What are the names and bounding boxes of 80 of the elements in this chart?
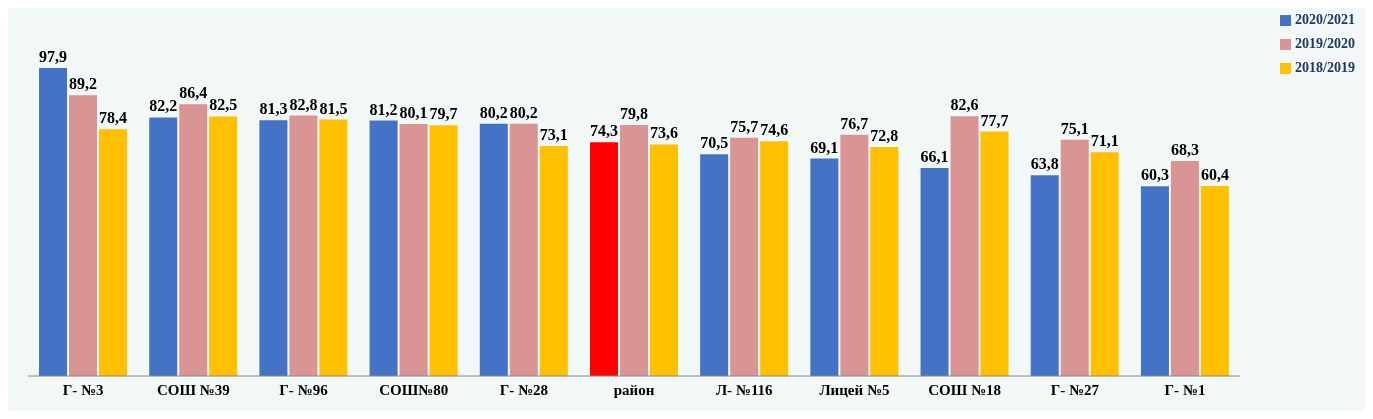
- bar: [840, 134, 869, 376]
- x-tick-label: Г- №27: [1050, 381, 1100, 398]
- data-label: 79,8: [619, 104, 648, 122]
- legend-label: 2018/2019: [1295, 60, 1355, 75]
- bar: [980, 131, 1009, 376]
- data-label: 82,2: [149, 97, 178, 115]
- bar: [920, 168, 949, 376]
- bar: [760, 141, 789, 376]
- bar: [1030, 175, 1059, 376]
- x-tick-label: СОШ№80: [379, 381, 449, 398]
- bar: [1140, 186, 1169, 376]
- data-label: 80,2: [479, 103, 508, 121]
- x-tick-label: Л- №116: [715, 381, 774, 398]
- data-label: 81,2: [369, 100, 398, 118]
- x-tick-label: Г- №1: [1164, 381, 1206, 398]
- bar: [369, 120, 398, 376]
- data-label: 82,5: [209, 96, 238, 114]
- x-tick-label: СОШ №39: [156, 381, 230, 398]
- data-label: 68,3: [1170, 141, 1199, 159]
- bar: [429, 125, 458, 376]
- bar: [319, 119, 348, 376]
- bar: [149, 117, 178, 376]
- data-label: 60,3: [1140, 166, 1169, 184]
- bar: [589, 142, 618, 376]
- data-label: 75,7: [730, 117, 759, 135]
- bar: [730, 137, 759, 376]
- bar: [69, 95, 98, 376]
- data-label: 73,1: [539, 126, 568, 144]
- x-tick-label: СОШ №18: [928, 381, 1002, 398]
- data-label: 72,8: [870, 126, 899, 144]
- bar: [539, 146, 568, 376]
- bar: [399, 124, 428, 376]
- data-label: 79,7: [429, 105, 458, 123]
- bar: [179, 104, 208, 376]
- legend-label: 2019/2020: [1295, 36, 1355, 51]
- bar: [950, 116, 979, 376]
- bar: [39, 68, 68, 376]
- bar: [99, 129, 128, 376]
- data-label: 60,4: [1200, 165, 1229, 183]
- bar: [1170, 161, 1199, 376]
- data-label: 75,1: [1060, 119, 1089, 137]
- x-tick-label: Лицей №5: [819, 381, 890, 398]
- data-label: 66,1: [920, 148, 949, 166]
- bar: [209, 116, 238, 376]
- x-tick-label: Г- №96: [279, 381, 329, 398]
- data-label: 78,4: [99, 109, 128, 127]
- data-label: 76,7: [840, 114, 869, 132]
- data-label: 89,2: [69, 75, 98, 93]
- data-label: 82,6: [950, 96, 979, 114]
- bar: [1200, 185, 1229, 376]
- x-tick-label: Г- №3: [62, 381, 104, 398]
- data-label: 97,9: [39, 48, 68, 65]
- data-label: 81,5: [319, 99, 348, 117]
- bar: [619, 124, 648, 376]
- data-label: 80,1: [399, 104, 428, 121]
- bar: [1090, 152, 1119, 376]
- data-label: 74,6: [760, 121, 789, 139]
- bar: [870, 146, 899, 376]
- data-label: 73,6: [649, 124, 678, 142]
- bar: [700, 154, 729, 376]
- bar: [479, 123, 508, 376]
- data-label: 82,8: [289, 95, 318, 113]
- bar: [289, 115, 318, 376]
- data-label: 71,1: [1090, 132, 1119, 150]
- bar: [509, 123, 538, 376]
- data-label: 69,1: [810, 138, 839, 156]
- data-label: 77,7: [980, 111, 1009, 129]
- bar: [1060, 139, 1089, 376]
- x-tick-label: район: [613, 381, 655, 398]
- data-label: 70,5: [700, 134, 729, 152]
- bar: [259, 120, 288, 376]
- x-tick-label: Г- №28: [499, 381, 549, 398]
- bar: [810, 158, 839, 376]
- bar: [649, 144, 678, 376]
- data-label: 80,2: [509, 103, 538, 121]
- data-label: 63,8: [1030, 155, 1059, 173]
- data-label: 74,3: [589, 122, 618, 140]
- data-label: 81,3: [259, 100, 288, 118]
- legend-label: 2020/2021: [1295, 12, 1355, 27]
- data-label: 86,4: [179, 84, 208, 102]
